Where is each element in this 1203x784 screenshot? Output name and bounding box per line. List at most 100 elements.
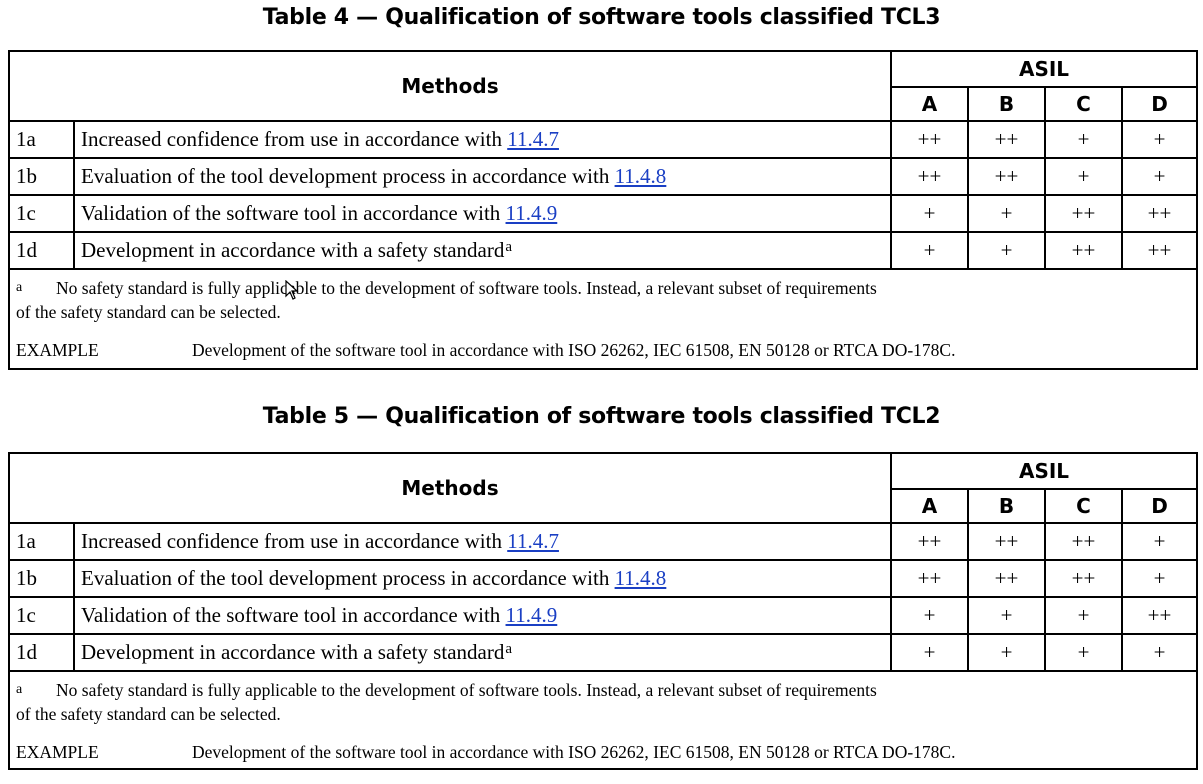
table-row: 1b Evaluation of the tool development pr…	[8, 559, 1199, 598]
footnote-continuation: of the safety standard can be selected.	[16, 302, 281, 322]
rating-b: ++	[967, 559, 1047, 598]
rating-b: ++	[967, 157, 1047, 196]
method-description: Evaluation of the tool development proce…	[72, 559, 893, 598]
method-description: Validation of the software tool in accor…	[72, 194, 893, 233]
asil-header: ASIL	[890, 50, 1199, 88]
rating-a: ++	[890, 559, 970, 598]
rating-c: +	[1044, 633, 1124, 672]
rating-d: ++	[1121, 194, 1199, 233]
method-id: 1a	[8, 120, 75, 159]
footnote-text: No safety standard is fully applicable t…	[56, 278, 877, 298]
method-description: Increased confidence from use in accorda…	[72, 522, 893, 561]
asil-col-b: B	[967, 488, 1047, 524]
rating-a: +	[890, 231, 970, 270]
clause-link[interactable]: 11.4.7	[507, 127, 559, 151]
table-4: Methods ASIL A B C D 1a Increased confid…	[7, 50, 1199, 370]
asil-col-c: C	[1044, 86, 1124, 122]
method-description: Evaluation of the tool development proce…	[72, 157, 893, 196]
table-row: 1a Increased confidence from use in acco…	[8, 522, 1199, 561]
asil-col-a: A	[890, 86, 970, 122]
rating-c: +	[1044, 596, 1124, 635]
method-text: Evaluation of the tool development proce…	[81, 164, 615, 188]
table-footnote: a No safety standard is fully applicable …	[7, 268, 1199, 370]
asil-header: ASIL	[890, 452, 1199, 490]
footnote-marker: a	[16, 682, 23, 697]
example-label: EXAMPLE	[16, 340, 99, 360]
table-row: 1d Development in accordance with a safe…	[8, 633, 1199, 672]
rating-a: ++	[890, 522, 970, 561]
table-row: 1c Validation of the software tool in ac…	[8, 596, 1199, 635]
rating-d: ++	[1121, 596, 1199, 635]
table-5: Methods ASIL A B C D 1a Increased confid…	[7, 452, 1199, 770]
rating-c: ++	[1044, 194, 1124, 233]
rating-b: ++	[967, 522, 1047, 561]
rating-c: +	[1044, 157, 1124, 196]
method-description: Development in accordance with a safety …	[72, 231, 893, 270]
asil-col-a: A	[890, 488, 970, 524]
rating-d: +	[1121, 157, 1199, 196]
rating-d: +	[1121, 559, 1199, 598]
clause-link[interactable]: 11.4.8	[614, 566, 667, 590]
footnote-ref: a	[505, 641, 512, 657]
method-id: 1d	[8, 633, 75, 672]
rating-a: ++	[890, 120, 970, 159]
asil-col-c: C	[1044, 488, 1124, 524]
footnote-text: No safety standard is fully applicable t…	[56, 680, 877, 700]
method-text: Increased confidence from use in accorda…	[81, 127, 508, 151]
example-label: EXAMPLE	[16, 742, 99, 762]
rating-b: +	[967, 194, 1047, 233]
rating-a: +	[890, 633, 970, 672]
rating-c: ++	[1044, 231, 1124, 270]
footnote-line: a No safety standard is fully applicable …	[16, 276, 1190, 300]
rating-b: +	[967, 231, 1047, 270]
clause-link[interactable]: 11.4.7	[507, 529, 559, 553]
clause-link[interactable]: 11.4.8	[614, 164, 667, 188]
methods-header: Methods	[7, 50, 893, 122]
method-id: 1b	[8, 559, 75, 598]
methods-header: Methods	[7, 452, 893, 524]
example-text: Development of the software tool in acco…	[192, 742, 956, 762]
rating-a: +	[890, 596, 970, 635]
table-row: 1c Validation of the software tool in ac…	[8, 194, 1199, 233]
example-note: EXAMPLE Development of the software tool …	[16, 740, 1190, 764]
method-text: Validation of the software tool in accor…	[81, 201, 506, 225]
rating-b: +	[967, 596, 1047, 635]
table-row: 1b Evaluation of the tool development pr…	[8, 157, 1199, 196]
clause-link[interactable]: 11.4.9	[505, 603, 558, 627]
asil-col-b: B	[967, 86, 1047, 122]
rating-d: +	[1121, 120, 1199, 159]
method-id: 1c	[8, 194, 75, 233]
rating-d: +	[1121, 522, 1199, 561]
footnote-line: a No safety standard is fully applicable …	[16, 678, 1190, 702]
clause-link[interactable]: 11.4.9	[505, 201, 558, 225]
table-4-caption: Table 4 — Qualification of software tool…	[262, 5, 941, 30]
table-row: 1d Development in accordance with a safe…	[8, 231, 1199, 270]
rating-c: +	[1044, 120, 1124, 159]
rating-c: ++	[1044, 559, 1124, 598]
method-description: Validation of the software tool in accor…	[72, 596, 893, 635]
footnote-continuation: of the safety standard can be selected.	[16, 704, 281, 724]
example-text: Development of the software tool in acco…	[192, 340, 956, 360]
method-text: Development in accordance with a safety …	[81, 640, 505, 664]
method-id: 1c	[8, 596, 75, 635]
rating-b: ++	[967, 120, 1047, 159]
footnote-ref: a	[505, 239, 512, 255]
method-id: 1b	[8, 157, 75, 196]
method-text: Validation of the software tool in accor…	[81, 603, 506, 627]
rating-b: +	[967, 633, 1047, 672]
rating-d: ++	[1121, 231, 1199, 270]
table-5-caption: Table 5 — Qualification of software tool…	[262, 404, 941, 429]
rating-c: ++	[1044, 522, 1124, 561]
method-description: Increased confidence from use in accorda…	[72, 120, 893, 159]
table-row: 1a Increased confidence from use in acco…	[8, 120, 1199, 159]
rating-a: ++	[890, 157, 970, 196]
method-text: Evaluation of the tool development proce…	[81, 566, 615, 590]
method-description: Development in accordance with a safety …	[72, 633, 893, 672]
method-text: Development in accordance with a safety …	[81, 238, 505, 262]
footnote-marker: a	[16, 280, 23, 295]
method-id: 1d	[8, 231, 75, 270]
method-id: 1a	[8, 522, 75, 561]
asil-col-d: D	[1121, 86, 1199, 122]
asil-col-d: D	[1121, 488, 1199, 524]
method-text: Increased confidence from use in accorda…	[81, 529, 508, 553]
